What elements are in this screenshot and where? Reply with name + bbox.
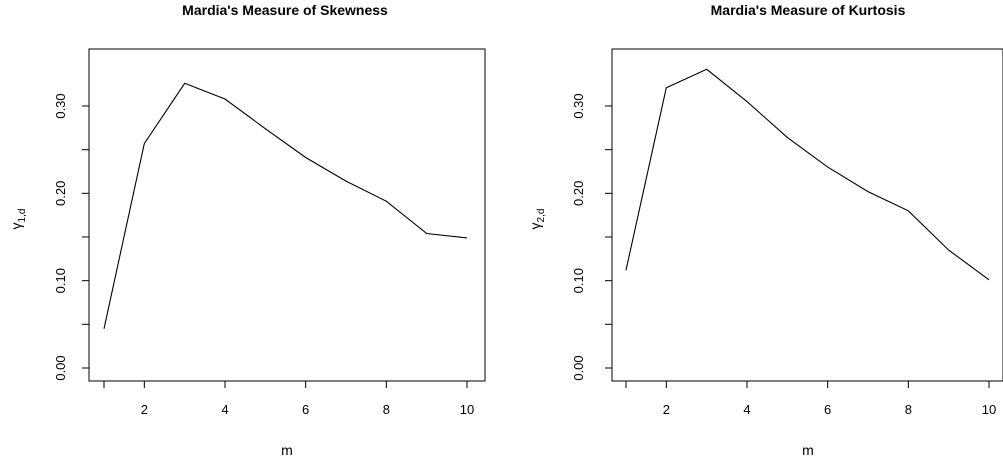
- plot-frame: [611, 48, 1003, 382]
- x-tick-label: 4: [743, 402, 750, 417]
- y-axis-label: γ1,d: [8, 209, 28, 230]
- x-axis-label: m: [281, 442, 293, 458]
- x-tick-label: 4: [221, 402, 228, 417]
- y-tick-label: 0.00: [53, 355, 68, 380]
- y-tick-label: 0.00: [571, 355, 586, 380]
- x-tick-label: 8: [383, 402, 390, 417]
- x-tick-label: 6: [302, 402, 309, 417]
- y-ticks: 0.00 0.10 0.20 0.30: [53, 93, 89, 381]
- x-tick-label: 2: [663, 402, 670, 417]
- y-ticks: 0.00 0.10 0.20 0.30: [571, 93, 612, 381]
- x-ticks: 2 4 6 8 10: [625, 381, 996, 417]
- y-axis-label: γ2,d: [527, 209, 547, 230]
- y-tick-label: 0.20: [571, 181, 586, 206]
- y-tick-label: 0.10: [53, 268, 68, 293]
- x-tick-label: 2: [141, 402, 148, 417]
- y-axis-label-subscript: 2,d: [536, 209, 547, 223]
- y-tick-label: 0.10: [571, 268, 586, 293]
- y-axis-label-base: γ: [8, 222, 24, 229]
- y-axis-label-base: γ: [527, 222, 543, 229]
- x-ticks: 2 4 6 8 10: [103, 381, 474, 417]
- plot-frame: [88, 48, 486, 382]
- x-tick-label: 8: [905, 402, 912, 417]
- y-axis-label-subscript: 1,d: [17, 209, 28, 223]
- skewness-line: [103, 82, 468, 329]
- x-tick-label: 10: [982, 402, 996, 417]
- y-tick-label: 0.30: [53, 93, 68, 118]
- y-tick-label: 0.20: [53, 181, 68, 206]
- x-tick-label: 10: [460, 402, 474, 417]
- x-axis-label: m: [802, 442, 814, 458]
- chart-title: Mardia's Measure of Kurtosis: [711, 2, 906, 18]
- x-tick-label: 6: [824, 402, 831, 417]
- chart-title: Mardia's Measure of Skewness: [182, 2, 388, 18]
- kurtosis-panel: Mardia's Measure of Kurtosis m γ2,d 2 4 6 8…: [527, 2, 1003, 458]
- skewness-panel: Mardia's Measure of Skewness m γ1,d 2 4 6 8…: [8, 2, 486, 458]
- kurtosis-line: [625, 68, 990, 281]
- y-tick-label: 0.30: [571, 93, 586, 118]
